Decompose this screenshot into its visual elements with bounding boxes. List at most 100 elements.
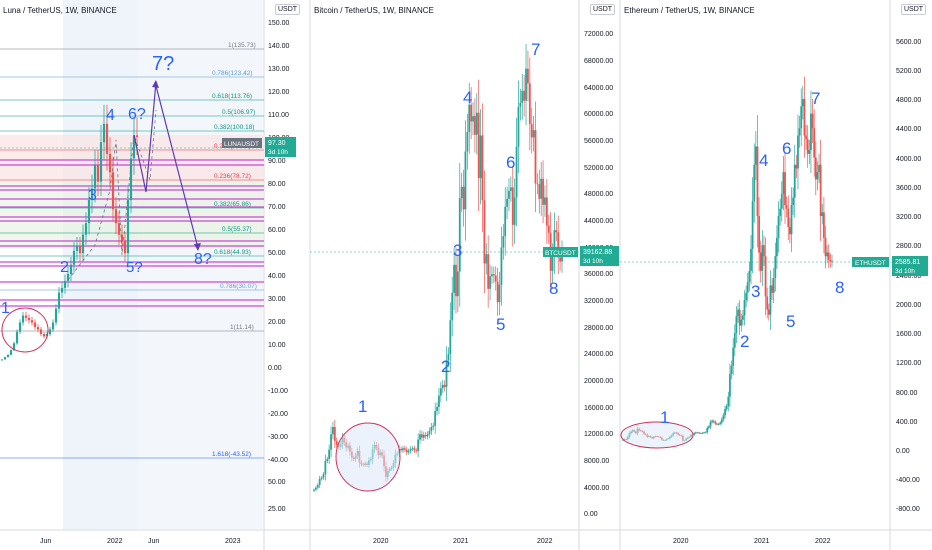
- eth-symbol-label: ETHUSDT: [855, 260, 886, 267]
- btc-candle: [511, 187, 514, 225]
- luna-panel-title: Luna / TetherUS, 1W, BINANCE: [3, 6, 117, 15]
- luna-price-tick: 70.00: [268, 204, 286, 211]
- eth-wave-label: 8: [835, 278, 844, 297]
- eth-candle: [730, 365, 733, 374]
- btc-price-tick: 32000.00: [584, 298, 613, 305]
- btc-candle: [475, 112, 478, 135]
- eth-candle: [750, 248, 752, 271]
- btc-candle: [313, 489, 315, 491]
- luna-price-tick: 90.00: [268, 158, 286, 165]
- eth-candle: [741, 315, 744, 320]
- luna-candle: [54, 308, 58, 323]
- eth-candle: [766, 296, 769, 310]
- eth-candle: [790, 205, 793, 235]
- luna-currency-button[interactable]: USDT: [275, 4, 301, 15]
- luna-date-range-shading: [138, 0, 264, 530]
- eth-candle: [737, 309, 739, 317]
- eth-panel-title: Ethereum / TetherUS, 1W, BINANCE: [624, 6, 755, 15]
- luna-candle: [66, 273, 70, 281]
- luna-fib-label: 0.382(65.86): [214, 201, 251, 208]
- btc-candle: [330, 434, 332, 450]
- eth-candle: [788, 226, 791, 235]
- btc-candle: [485, 254, 488, 264]
- luna-candle: [36, 327, 40, 330]
- luna-fib-label: 0.786(30.07): [220, 283, 257, 290]
- luna-candle: [42, 334, 46, 337]
- btc-candle: [419, 434, 421, 440]
- eth-currency-button[interactable]: USDT: [901, 4, 927, 15]
- eth-candle: [822, 212, 825, 238]
- eth-candle: [819, 164, 822, 216]
- luna-wave-label: 2: [60, 259, 69, 276]
- btc-candle: [445, 360, 448, 387]
- eth-candle: [806, 139, 809, 154]
- luna-last-price: 97.30: [268, 140, 286, 147]
- luna-candle: [114, 209, 118, 224]
- eth-candle: [776, 237, 778, 257]
- eth-candle: [703, 432, 705, 434]
- btc-price-tick: 68000.00: [584, 58, 613, 65]
- luna-arrow-head: [152, 80, 159, 88]
- luna-fib-label: 1.618(-43.52): [212, 451, 251, 458]
- btc-candle: [545, 197, 548, 226]
- luna-price-tick: 10.00: [268, 342, 286, 349]
- btc-candle: [426, 434, 429, 437]
- luna-candle: [120, 234, 124, 242]
- btc-candle: [326, 458, 329, 461]
- btc-wave-label: 4: [463, 88, 472, 107]
- luna-price-tick: 60.00: [268, 227, 286, 234]
- btc-candle: [460, 186, 463, 199]
- luna-candle: [78, 246, 82, 254]
- eth-candle: [798, 128, 801, 136]
- eth-price-tick: -800.00: [896, 506, 920, 513]
- btc-candle: [477, 112, 480, 179]
- luna-price-tick: 25.00: [268, 506, 286, 513]
- eth-time-tick: 2020: [673, 538, 689, 545]
- eth-candle: [754, 146, 757, 165]
- eth-price-tick: 4400.00: [896, 126, 921, 133]
- eth-price-tick: 4000.00: [896, 156, 921, 163]
- btc-candle: [515, 146, 518, 198]
- luna-fib-label: 0.5(106.97): [222, 109, 255, 116]
- btc-candle: [487, 254, 490, 289]
- eth-candle: [746, 281, 749, 293]
- eth-candle: [707, 426, 710, 429]
- luna-fib-label: 0.618(44.93): [214, 249, 251, 256]
- eth-candle: [756, 146, 759, 216]
- btc-candle: [547, 225, 550, 233]
- luna-candle: [129, 158, 133, 201]
- btc-candle: [474, 116, 476, 135]
- luna-fib-label: 0.618(113.76): [212, 93, 252, 100]
- btc-price-tick: 44000.00: [584, 218, 613, 225]
- eth-candle: [719, 422, 722, 425]
- eth-candle: [693, 433, 696, 435]
- eth-candle: [826, 252, 829, 257]
- luna-candle: [105, 123, 109, 154]
- btc-currency-button[interactable]: USDT: [590, 4, 616, 15]
- btc-candle: [496, 281, 499, 303]
- luna-price-tag: [265, 137, 296, 157]
- eth-price-tick: 2400.00: [896, 273, 921, 280]
- luna-countdown: 3d 10h: [268, 149, 288, 156]
- btc-candle: [462, 186, 465, 210]
- luna-candle: [84, 223, 88, 235]
- btc-candle: [536, 183, 539, 185]
- eth-candle: [818, 164, 820, 173]
- eth-candle: [712, 420, 715, 422]
- eth-candle: [772, 278, 775, 293]
- luna-price-tick: -40.00: [268, 457, 288, 464]
- btc-candle: [430, 426, 433, 431]
- btc-candle: [559, 257, 562, 262]
- btc-candle: [447, 354, 450, 361]
- eth-time-tick: 2022: [815, 538, 831, 545]
- btc-price-tick: 4000.00: [584, 485, 609, 492]
- luna-candle: [12, 343, 16, 351]
- eth-candle: [704, 432, 707, 433]
- eth-candle: [699, 433, 702, 434]
- eth-candle: [696, 432, 699, 434]
- btc-candle: [400, 448, 402, 451]
- eth-candle: [803, 98, 806, 136]
- eth-candle: [824, 237, 827, 257]
- eth-candle: [763, 245, 765, 257]
